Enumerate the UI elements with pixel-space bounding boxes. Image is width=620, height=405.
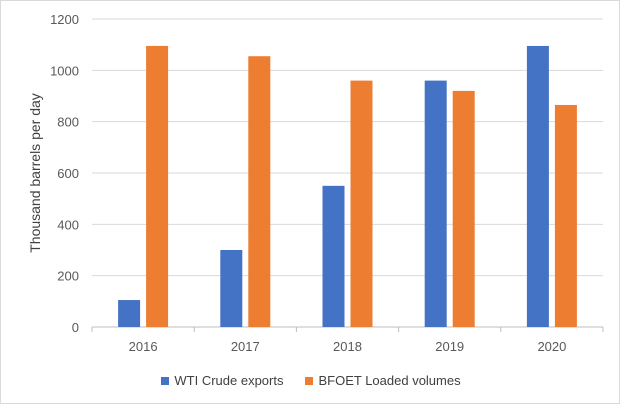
bar-wti-2018 (322, 185, 345, 327)
bar-bfoet-2018 (350, 80, 373, 327)
legend-swatch-bfoet (305, 376, 314, 385)
bar-wti-2016 (118, 300, 141, 327)
bar-bfoet-2020 (554, 104, 577, 327)
bar-bfoet-2016 (146, 45, 169, 327)
y-tick-label: 600 (57, 166, 79, 181)
x-tick-label: 2017 (231, 339, 260, 354)
y-tick-label: 200 (57, 269, 79, 284)
bar-wti-2020 (526, 45, 549, 327)
x-tick-label: 2018 (333, 339, 362, 354)
y-tick-label: 1000 (50, 63, 79, 78)
bar-wti-2017 (220, 250, 243, 327)
legend: WTI Crude exports BFOET Loaded volumes (1, 373, 620, 388)
x-tick-label: 2020 (537, 339, 566, 354)
y-tick-label: 0 (72, 320, 79, 335)
y-tick-label: 800 (57, 115, 79, 130)
legend-swatch-wti (161, 376, 170, 385)
bar-bfoet-2019 (452, 90, 475, 327)
legend-label-wti: WTI Crude exports (174, 373, 284, 388)
x-tick-label: 2016 (129, 339, 158, 354)
x-tick-label: 2019 (435, 339, 464, 354)
bar-wti-2019 (424, 80, 447, 327)
y-axis-title: Thousand barrels per day (27, 93, 43, 253)
legend-item-wti: WTI Crude exports (161, 373, 283, 388)
legend-item-bfoet: BFOET Loaded volumes (305, 373, 461, 388)
y-tick-label: 1200 (50, 12, 79, 27)
bar-bfoet-2017 (248, 56, 271, 327)
y-tick-label: 400 (57, 217, 79, 232)
legend-label-bfoet: BFOET Loaded volumes (318, 373, 461, 388)
